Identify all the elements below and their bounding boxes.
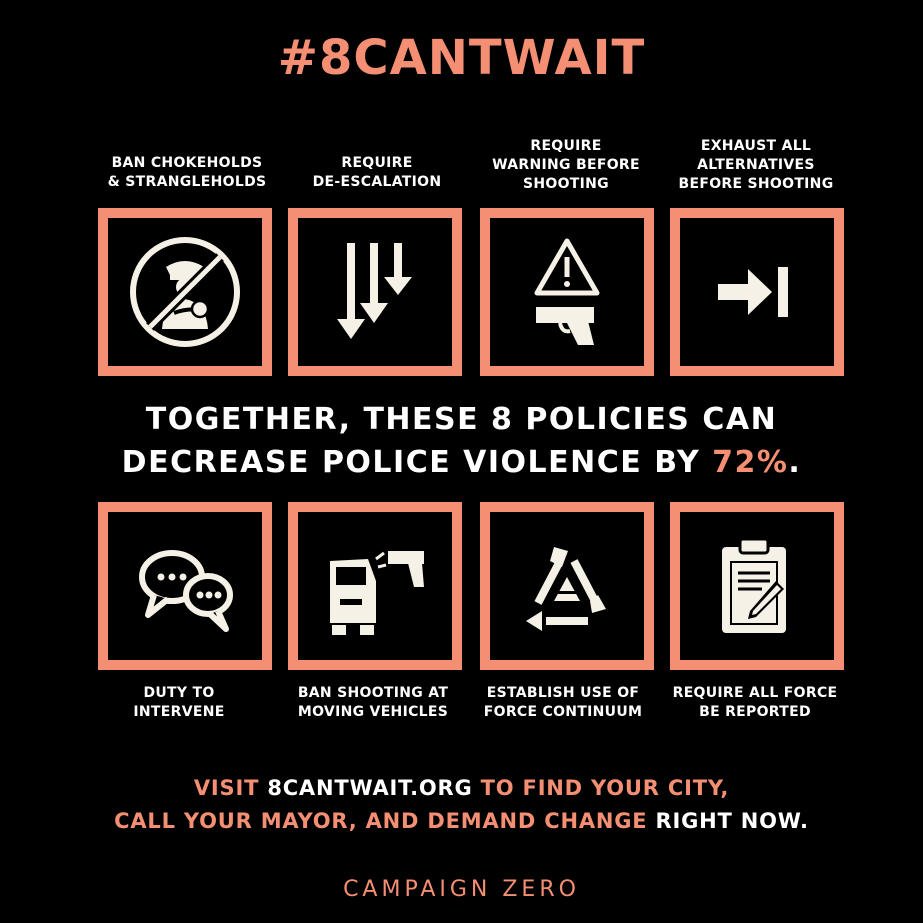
no-chokehold-icon bbox=[130, 237, 240, 347]
policy-label-report-force: REQUIRE ALL FORCE BE REPORTED bbox=[672, 685, 838, 720]
call-to-action: VISIT 8CANTWAIT.ORG TO FIND YOUR CITY, C… bbox=[114, 776, 809, 833]
policy-label-de-escalation: REQUIRE DE-ESCALATION bbox=[312, 155, 442, 190]
policy-tile-report-force bbox=[670, 502, 844, 670]
impact-statement: TOGETHER, THESE 8 POLICIES CAN DECREASE … bbox=[121, 402, 802, 480]
policy-tile-exhaust-alternatives bbox=[670, 208, 844, 376]
policy-label-warning: REQUIRE WARNING BEFORE SHOOTING bbox=[492, 138, 640, 192]
clipboard-report-icon bbox=[722, 537, 786, 633]
website-link[interactable]: 8CANTWAIT.ORG bbox=[267, 776, 473, 800]
stat-highlight: 72% bbox=[712, 445, 789, 480]
campaign-title: #8CANTWAIT bbox=[277, 30, 646, 86]
policy-tile-moving-vehicles bbox=[288, 502, 462, 670]
policy-label-force-continuum: ESTABLISH USE OF FORCE CONTINUUM bbox=[483, 685, 643, 720]
policy-label-moving-vehicles: BAN SHOOTING AT MOVING VEHICLES bbox=[297, 685, 449, 720]
de-escalation-arrows-icon bbox=[337, 243, 412, 339]
policy-label-exhaust-alternatives: EXHAUST ALL ALTERNATIVES BEFORE SHOOTING bbox=[678, 138, 834, 192]
policy-tile-de-escalation bbox=[288, 208, 462, 376]
vehicle-gun-icon bbox=[330, 551, 424, 635]
policy-tile-warning bbox=[480, 208, 654, 376]
policy-tile-ban-chokeholds bbox=[98, 208, 272, 376]
warning-gun-icon bbox=[534, 238, 600, 345]
continuum-cycle-icon bbox=[526, 547, 606, 631]
policy-tile-duty-to-intervene bbox=[98, 502, 272, 670]
policy-label-duty-to-intervene: DUTY TO INTERVENE bbox=[133, 685, 225, 720]
footer-organization: CAMPAIGN ZERO bbox=[343, 877, 580, 902]
arrow-to-bar-icon bbox=[718, 267, 788, 317]
policy-tile-force-continuum bbox=[480, 502, 654, 670]
speech-bubbles-icon bbox=[139, 550, 233, 632]
policy-label-ban-chokeholds: BAN CHOKEHOLDS & STRANGLEHOLDS bbox=[107, 155, 267, 190]
